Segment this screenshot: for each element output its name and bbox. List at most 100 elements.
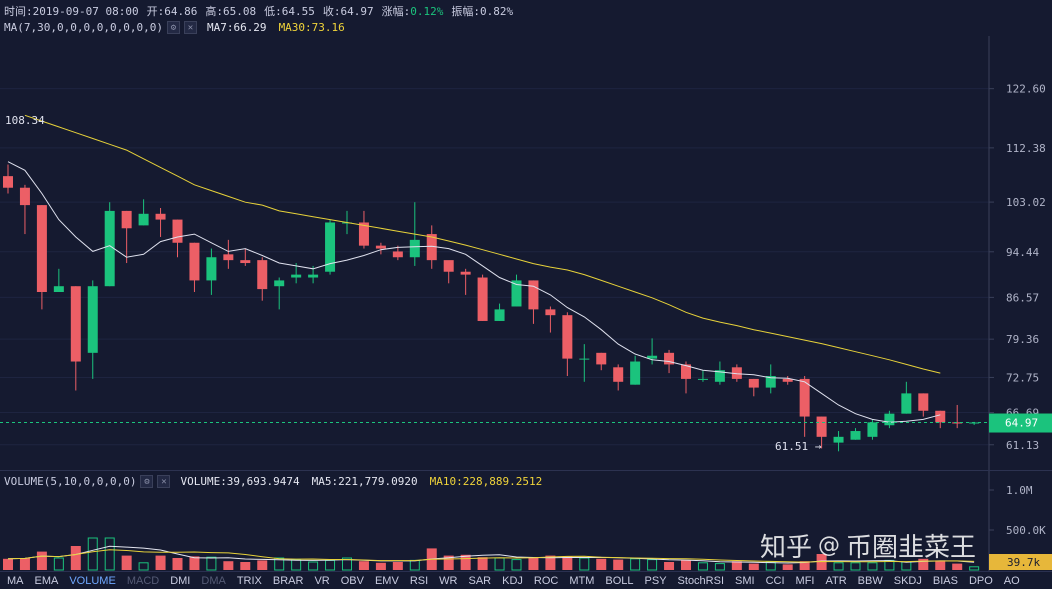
indicator-tab-brar[interactable]: BRAR: [272, 575, 304, 587]
candle-body: [223, 254, 234, 261]
candle-body: [748, 378, 759, 388]
candle-body: [647, 355, 658, 359]
volume-last-text: 39.7k: [1007, 556, 1040, 569]
volume-bar: [952, 563, 963, 570]
volume-bar: [850, 562, 861, 571]
candle-body: [613, 367, 624, 382]
last-price-box: [989, 413, 1052, 433]
indicator-tab-bias[interactable]: BIAS: [932, 575, 958, 587]
volume-settings-gear-icon[interactable]: ⚙: [140, 475, 154, 488]
indicator-tab-rsi[interactable]: RSI: [409, 575, 429, 587]
candle-body: [850, 431, 861, 440]
indicator-tab-vr[interactable]: VR: [314, 575, 330, 587]
indicator-tab-trix[interactable]: TRIX: [236, 575, 262, 587]
indicator-tab-cci[interactable]: CCI: [765, 575, 785, 587]
candle-body: [714, 370, 725, 382]
indicator-tab-stochrsi[interactable]: StochRSI: [677, 575, 725, 587]
amplitude-label: 振幅:0.82%: [451, 5, 514, 18]
volume-bar: [206, 556, 217, 571]
watermark: 知乎 @ 币圈韭菜王: [760, 527, 976, 564]
volume-bar: [748, 563, 759, 570]
volume-close-x-icon[interactable]: ✕: [157, 475, 171, 488]
candle-body: [494, 309, 505, 321]
indicator-tab-skdj[interactable]: SKDJ: [893, 575, 922, 587]
candle-body: [697, 378, 708, 380]
price-tick-label: 72.75: [1006, 371, 1039, 384]
volume-bar: [325, 559, 336, 571]
indicator-tab-atr[interactable]: ATR: [825, 575, 847, 587]
indicator-tab-ema[interactable]: EMA: [34, 575, 59, 587]
ma-title: MA(7,30,0,0,0,0,0,0,0,0): [4, 21, 163, 34]
volume-bar: [308, 561, 319, 571]
price-axis-ticks: 122.60112.38103.0294.4486.5779.3672.7566…: [989, 83, 1046, 452]
candle-body: [562, 315, 573, 359]
time-label: 时间:2019-09-07 08:00: [4, 5, 139, 18]
candle-body: [867, 422, 878, 437]
ma7-line: [7, 161, 941, 423]
candle-body: [460, 271, 471, 275]
indicator-tab-ao[interactable]: AO: [1003, 575, 1020, 587]
close-x-icon[interactable]: ✕: [183, 21, 197, 34]
candle-body: [681, 364, 691, 379]
indicator-tab-boll[interactable]: BOLL: [605, 575, 634, 587]
volume-bar: [579, 557, 590, 571]
volume-bar: [647, 559, 658, 571]
candle-body: [138, 213, 149, 226]
indicator-tab-obv[interactable]: OBV: [340, 575, 364, 587]
volume-bar: [681, 560, 691, 570]
low-annotation: 61.51 →: [775, 440, 822, 453]
volume-ma10-value: MA10:228,889.2512: [429, 475, 543, 488]
indicator-tab-wr[interactable]: WR: [439, 575, 458, 587]
indicator-tab-dmi[interactable]: DMI: [170, 575, 191, 587]
volume-bar: [511, 559, 522, 571]
volume-bar: [189, 556, 200, 570]
volume-tick-label: 1.0M: [1006, 484, 1033, 497]
candle-body: [901, 393, 912, 414]
indicator-tab-mfi[interactable]: MFI: [795, 575, 815, 587]
volume-bar: [630, 558, 641, 571]
indicator-tab-emv[interactable]: EMV: [374, 575, 399, 587]
indicator-tab-ma[interactable]: MA: [7, 575, 24, 587]
indicator-tab-dpo[interactable]: DPO: [968, 575, 993, 587]
indicator-tab-sar[interactable]: SAR: [468, 575, 492, 587]
candle-body: [358, 222, 369, 246]
candle-body: [206, 257, 217, 281]
volume-bar: [375, 562, 386, 570]
volume-bar: [172, 558, 183, 570]
indicator-tab-smi[interactable]: SMI: [735, 575, 755, 587]
volume-bar: [36, 551, 47, 570]
candle-body: [816, 416, 827, 437]
candle-body: [884, 413, 895, 426]
indicator-tab-volume[interactable]: VOLUME: [69, 575, 116, 587]
candle-body: [630, 361, 641, 385]
indicator-tab-psy[interactable]: PSY: [644, 575, 667, 587]
volume-bar: [613, 559, 624, 570]
volume-bar: [443, 555, 454, 570]
indicator-tab-mtm[interactable]: MTM: [569, 575, 595, 587]
candle-body: [291, 274, 302, 278]
volume-bar: [833, 562, 844, 571]
settings-gear-icon[interactable]: ⚙: [166, 21, 180, 34]
volume-bar: [257, 560, 268, 570]
indicator-tab-roc[interactable]: ROC: [533, 575, 559, 587]
indicator-tab-bar: MA EMA VOLUME MACD DMI DMA TRIX BRAR VR OBV EMV RSI…: [0, 571, 1052, 589]
close-label: 收:64.97: [322, 5, 374, 18]
candle-body: [274, 280, 285, 287]
volume-ma5-value: MA5:221,779.0920: [311, 475, 418, 488]
indicator-tab-bbw[interactable]: BBW: [857, 575, 883, 587]
last-price-text: 64.97: [1005, 417, 1038, 430]
indicator-tab-kdj[interactable]: KDJ: [502, 575, 523, 587]
price-tick-label: 112.38: [1006, 142, 1046, 155]
volume-bar: [274, 557, 285, 571]
candle-body: [189, 242, 200, 281]
candle-body: [375, 245, 386, 249]
volume-bar: [87, 537, 98, 571]
candle-body: [87, 286, 98, 353]
indicator-tab-dma[interactable]: DMA: [201, 575, 226, 587]
chart-grid: [0, 88, 989, 446]
indicator-tab-macd[interactable]: MACD: [126, 575, 160, 587]
watermark-brand: 知乎: [760, 533, 813, 563]
volume-bar: [409, 559, 420, 571]
price-tick-label: 94.44: [1006, 246, 1039, 259]
